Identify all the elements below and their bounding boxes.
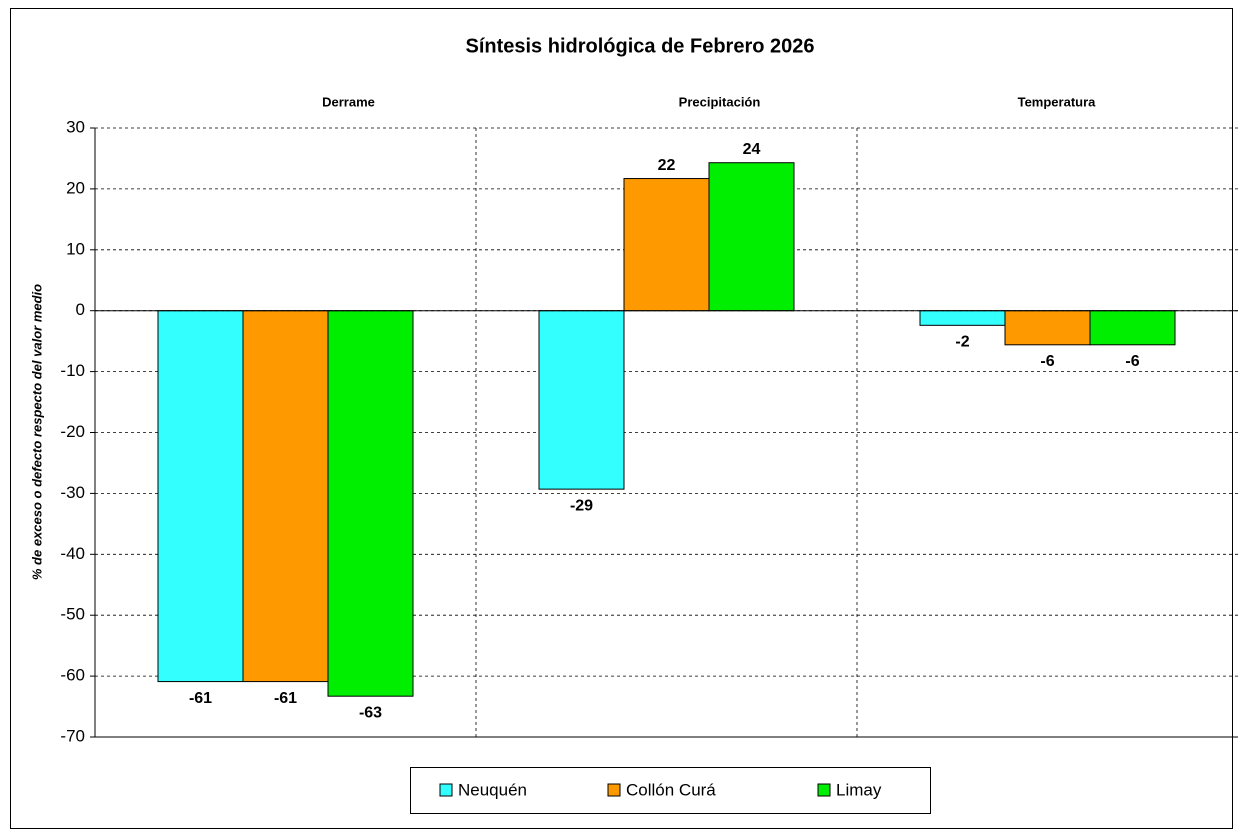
bar [1089,310,1176,346]
bar [1004,310,1091,346]
y-tick-label: -40 [60,544,85,563]
data-label: -61 [274,690,297,707]
y-tick-label: -10 [60,361,85,380]
data-label: -2 [955,334,969,351]
data-label: -6 [1040,353,1054,370]
bar [157,310,244,683]
legend-swatch [607,783,621,797]
y-tick-label: -20 [60,422,85,441]
data-label: 22 [658,157,676,174]
data-label: -63 [359,704,382,721]
bar [538,310,625,490]
y-axis-label: % de exceso o defecto respecto del valor… [29,284,44,580]
y-tick-label: -60 [60,666,85,685]
legend-label: Limay [836,780,882,799]
data-label: 24 [743,141,761,158]
bar [327,310,414,697]
y-tick-label: -70 [60,726,85,745]
y-tick-label: 0 [76,300,85,319]
legend-label: Neuquén [458,780,527,799]
bar [623,178,710,312]
bar [708,162,795,312]
data-label: -29 [570,497,593,514]
y-tick-label: 20 [66,178,85,197]
legend-box [410,767,931,814]
legend-swatch [817,783,831,797]
category-label: Derrame [322,94,375,109]
legend-label: Collón Curá [626,780,716,799]
bar [919,310,1006,326]
y-tick-label: -30 [60,483,85,502]
y-tick-label: 10 [66,239,85,258]
y-tick-label: -50 [60,605,85,624]
chart-title: Síntesis hidrológica de Febrero 2026 [465,35,814,57]
y-tick-label: 30 [66,117,85,136]
data-label: -61 [189,690,212,707]
category-label: Precipitación [679,94,761,109]
category-label: Temperatura [1018,94,1097,109]
data-label: -6 [1125,353,1139,370]
legend-swatch [439,783,453,797]
bar [242,310,329,683]
